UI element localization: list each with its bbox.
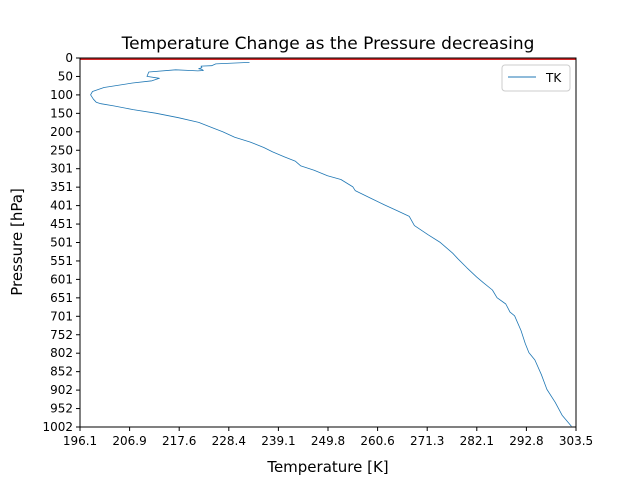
y-tick-label: 601 (50, 272, 73, 286)
y-tick-label: 952 (50, 402, 73, 416)
y-tick-label: 651 (50, 291, 73, 305)
legend-box (501, 64, 571, 92)
y-tick-label: 401 (50, 199, 73, 213)
y-tick-label: 50 (58, 69, 73, 83)
x-tick-label: 217.6 (162, 434, 196, 448)
y-axis-label: Pressure [hPa] (8, 188, 26, 296)
y-tick-label: 351 (50, 180, 73, 194)
chart-title: Temperature Change as the Pressure decre… (121, 34, 535, 54)
y-tick-label: 701 (50, 309, 73, 323)
y-tick-label: 0 (65, 51, 73, 65)
x-tick-label: 282.1 (460, 434, 494, 448)
plot-area (80, 57, 576, 427)
y-tick-label: 802 (50, 346, 73, 360)
x-tick-label: 206.9 (112, 434, 146, 448)
x-tick-label: 303.5 (559, 434, 593, 448)
x-tick-label: 292.8 (509, 434, 543, 448)
y-tick-label: 551 (50, 254, 73, 268)
y-tick-label: 852 (50, 365, 73, 379)
x-tick-label: 228.4 (212, 434, 246, 448)
y-tick-label: 752 (50, 328, 73, 342)
y-tick-label: 100 (50, 88, 73, 102)
legend-label-tk: TK (545, 71, 562, 85)
y-tick-label: 200 (50, 125, 73, 139)
x-tick-label: 196.1 (63, 434, 97, 448)
x-tick-label: 239.1 (261, 434, 295, 448)
y-tick-label: 250 (50, 143, 73, 157)
x-axis: 196.1 206.9 217.6 228.4 239.1 249.8 260.6 271.3… (63, 427, 593, 448)
y-tick-label: 451 (50, 217, 73, 231)
x-tick-label: 271.3 (410, 434, 444, 448)
x-axis-label: Temperature [K] (266, 458, 388, 476)
legend: TK (501, 64, 571, 92)
plot-frame (79, 57, 577, 428)
y-tick-label: 301 (50, 162, 73, 176)
y-axis: 0 50 100 150 200 250 301 351 401 451 501 551 601 651 7… (42, 51, 80, 434)
y-tick-label: 150 (50, 106, 73, 120)
series-line-tk (90, 62, 572, 427)
x-tick-label: 249.8 (311, 434, 345, 448)
y-tick-label: 501 (50, 236, 73, 250)
y-tick-label: 1002 (42, 420, 73, 434)
y-tick-label: 902 (50, 383, 73, 397)
x-tick-label: 260.6 (360, 434, 394, 448)
